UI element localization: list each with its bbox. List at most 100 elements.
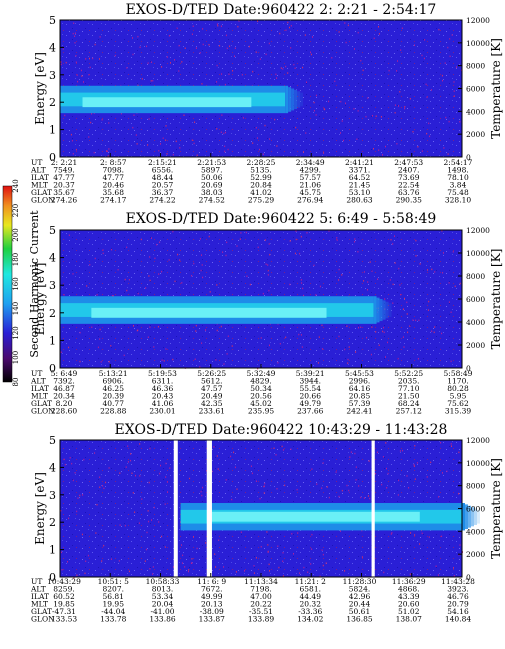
- ephemeris-cell: 136.85: [346, 615, 372, 624]
- ephemeris-cell: 21.50: [398, 392, 420, 401]
- ephemeris-cell: 57.39: [349, 399, 371, 408]
- ephemeris-cell: 228.88: [100, 407, 126, 416]
- ephemeris-cell: 235.95: [248, 407, 274, 416]
- ephemeris-cell: 2:28:25: [247, 158, 276, 167]
- ephemeris-cell: 47.00: [250, 592, 272, 601]
- ephemeris-cell: 46.36: [152, 384, 174, 393]
- ephemeris-cell: 5:45:53: [345, 369, 374, 378]
- band-core: [82, 97, 252, 108]
- ephemeris-cell: 20.84: [250, 181, 272, 190]
- ephemeris-cell: 275.29: [248, 196, 274, 205]
- ephemeris-cell: 328.10: [445, 196, 471, 205]
- y2-tick-label: 8000: [466, 62, 485, 71]
- ephemeris-cell: 20.22: [250, 600, 272, 609]
- ephemeris-cell: 11:36:29: [392, 577, 426, 586]
- panel-title: EXOS-D/TED Date:960422 5: 6:49 - 5:58:49: [126, 211, 437, 227]
- data-gap-1: [173, 440, 178, 577]
- ephemeris-cell: 3.84: [450, 181, 467, 190]
- ephemeris-cell: 54.16: [447, 607, 469, 616]
- ephemeris-cell: 21.45: [349, 181, 371, 190]
- ephemeris-cell: 51.02: [398, 607, 420, 616]
- ephemeris-cell: 42.35: [201, 399, 223, 408]
- ephemeris-cell: 5135.: [250, 166, 271, 175]
- y2-tick-label: 12000: [466, 436, 490, 445]
- ephemeris-cell: 5:32:49: [247, 369, 276, 378]
- ephemeris-cell: 3944.: [300, 377, 321, 386]
- y-tick-label: 5: [49, 14, 56, 27]
- ephemeris-row-label: UT: [31, 577, 42, 586]
- ephemeris-cell: -44.04: [101, 607, 125, 616]
- ephemeris-cell: 2:47:53: [394, 158, 423, 167]
- ephemeris-cell: 20.46: [103, 181, 125, 190]
- ephemeris-cell: 20.79: [447, 600, 469, 609]
- ephemeris-cell: 80.28: [447, 384, 469, 393]
- y-tick-label: 1: [49, 334, 56, 347]
- ephemeris-cell: 5:58:49: [444, 369, 473, 378]
- ephemeris-cell: 134.02: [297, 615, 323, 624]
- y2-tick-label: 6000: [466, 85, 485, 94]
- y-tick-label: 3: [49, 279, 56, 292]
- ephemeris-cell: 2:41:21: [345, 158, 374, 167]
- y2-tick-label: 4000: [466, 107, 485, 116]
- ephemeris-cell: 19.95: [103, 600, 125, 609]
- ephemeris-row-label: ILAT: [31, 173, 49, 182]
- panel-title: EXOS-D/TED Date:960422 2: 2:21 - 2:54:17: [126, 2, 437, 18]
- y2-tick-label: 10000: [466, 249, 490, 258]
- colorbar-tick: 80: [12, 378, 20, 387]
- ephemeris-row-label: GLON: [31, 615, 55, 624]
- ephemeris-row-label: GLON: [31, 407, 55, 416]
- ephemeris-cell: 52.99: [250, 173, 272, 182]
- y-tick-label: 5: [49, 224, 56, 237]
- ephemeris-row-label: ALT: [30, 166, 46, 175]
- colorbar-tick: 140: [12, 302, 20, 315]
- ephemeris-cell: 50.61: [349, 607, 370, 616]
- ephemeris-cell: 2996.: [349, 377, 370, 386]
- ephemeris-row-label: ALT: [30, 377, 46, 386]
- ephemeris-table: UTALTILATMLTGLATGLON10:43:298259.60.5219…: [30, 573, 475, 624]
- ephemeris-cell: 20.13: [201, 600, 223, 609]
- ephemeris-cell: 5: 6:49: [51, 369, 78, 378]
- ephemeris-cell: 233.61: [199, 407, 225, 416]
- y2-tick-label: 12000: [466, 226, 490, 235]
- y-tick-label: 3: [49, 489, 56, 502]
- ephemeris-cell: 41.06: [152, 399, 174, 408]
- ephemeris-cell: 35.67: [53, 188, 75, 197]
- y2-tick-label: 6000: [466, 295, 485, 304]
- ephemeris-cell: 2: 8:57: [100, 158, 127, 167]
- ephemeris-cell: 7098.: [103, 166, 124, 175]
- ephemeris-cell: 49.99: [201, 592, 223, 601]
- ephemeris-cell: 4868.: [398, 585, 419, 594]
- y2-tick-label: 12000: [466, 16, 490, 25]
- panel-2: EXOS-D/TED Date:960422 5: 6:49 - 5:58:49…: [30, 211, 503, 416]
- panel-1: EXOS-D/TED Date:960422 2: 2:21 - 2:54:17…: [30, 2, 503, 205]
- ephemeris-cell: 7198.: [250, 585, 271, 594]
- ephemeris-cell: 53.10: [349, 188, 371, 197]
- ephemeris-cell: 8.20: [56, 399, 73, 408]
- y2-tick-label: 6000: [466, 505, 485, 514]
- ephemeris-cell: 1498.: [447, 166, 468, 175]
- ephemeris-cell: 20.39: [103, 392, 125, 401]
- y2-tick-label: 0: [466, 364, 471, 373]
- ephemeris-cell: 78.10: [447, 173, 469, 182]
- ephemeris-cell: 280.63: [346, 196, 372, 205]
- ephemeris-cell: 133.53: [51, 615, 77, 624]
- ephemeris-cell: 46.76: [447, 592, 469, 601]
- ephemeris-cell: 56.81: [103, 592, 124, 601]
- ephemeris-cell: 2035.: [398, 377, 419, 386]
- y-tick-label: 0: [49, 571, 56, 584]
- ephemeris-cell: 5824.: [349, 585, 370, 594]
- colorbar-scale: [2, 185, 13, 383]
- ephemeris-cell: 5:13:21: [99, 369, 128, 378]
- ephemeris-cell: 20.85: [349, 392, 371, 401]
- ephemeris-cell: 8259.: [53, 585, 74, 594]
- ephemeris-cell: 2:34:49: [296, 158, 325, 167]
- ephemeris-cell: 20.04: [152, 600, 174, 609]
- ephemeris-cell: 11:28:30: [343, 577, 377, 586]
- ephemeris-cell: 242.41: [346, 407, 372, 416]
- ephemeris-cell: 60.52: [53, 592, 75, 601]
- colorbar-label: Second Harmonic Current: [28, 210, 41, 358]
- ephemeris-cell: 5:26:25: [197, 369, 226, 378]
